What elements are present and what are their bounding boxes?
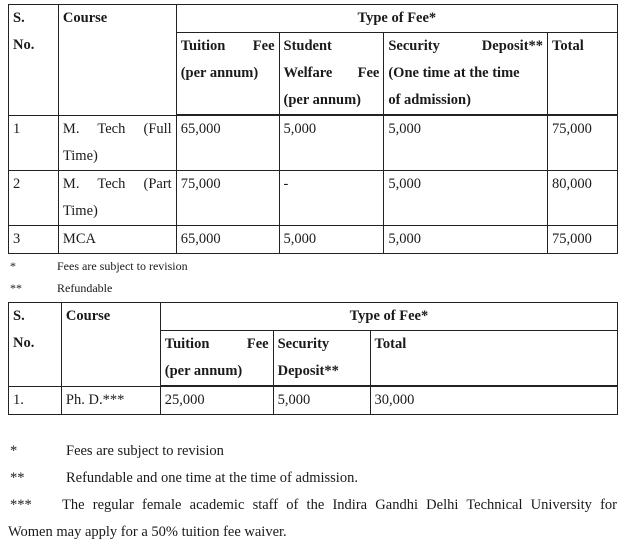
cell-course: M. Tech (Full Time) — [57, 114, 177, 171]
cell-welfare: 5,000 — [278, 114, 385, 171]
note-symbol: ** — [10, 281, 22, 295]
cell-sno: 1. — [8, 385, 62, 415]
header-total: Total — [369, 330, 619, 387]
cell-tuition: 75,000 — [175, 169, 280, 226]
cell-welfare: - — [278, 169, 385, 226]
header-tuition-fee: Tuition Fee (per annum) — [159, 330, 274, 387]
header-total: Total — [547, 32, 618, 116]
footnote-symbol: *** — [10, 497, 32, 513]
table-row: 1. Ph. D.*** 25,000 5,000 30,000 — [8, 385, 619, 415]
footnote-symbol: * — [10, 443, 18, 459]
cell-sno: 3 — [8, 224, 59, 254]
cell-security: 5,000 — [383, 169, 549, 226]
footnote-symbol: ** — [10, 470, 25, 486]
note-text: Fees are subject to revision — [57, 259, 188, 273]
note-symbol: * — [10, 259, 16, 273]
table-row: 2 M. Tech (Part Time) 75,000 - 5,000 80,… — [8, 169, 618, 226]
header-course: Course — [60, 302, 161, 387]
cell-total: 75,000 — [547, 114, 618, 171]
fee-table-mtech-mca: S. No. Course Type of Fee* Tuition Fee (p… — [8, 4, 619, 254]
note-text: Refundable — [57, 281, 113, 295]
header-type-of-fee: Type of Fee* — [175, 4, 619, 33]
cell-welfare: 5,000 — [278, 224, 385, 254]
table-row: 3 MCA 65,000 5,000 5,000 75,000 — [8, 224, 618, 254]
header-security-deposit: Security Deposit** (One time at the time… — [383, 32, 549, 116]
cell-sno: 2 — [8, 169, 59, 226]
cell-security: 5,000 — [383, 224, 549, 254]
header-sno: S. No. — [8, 4, 59, 116]
cell-sno: 1 — [8, 114, 59, 171]
footnote-text: Refundable and one time at the time of a… — [66, 470, 358, 486]
header-type-of-fee: Type of Fee* — [159, 302, 619, 331]
cell-security: 5,000 — [272, 385, 371, 415]
cell-course: M. Tech (Part Time) — [57, 169, 177, 226]
cell-course: MCA — [57, 224, 177, 254]
table-row: 1 M. Tech (Full Time) 65,000 5,000 5,000… — [8, 114, 618, 171]
cell-total: 75,000 — [547, 224, 618, 254]
header-student-welfare-fee: Student Welfare Fee (per annum) — [278, 32, 385, 116]
cell-total: 30,000 — [369, 385, 619, 415]
header-course: Course — [57, 4, 177, 116]
footnote-continuation: Women may apply for a 50% tuition fee wa… — [8, 524, 287, 540]
footnote-text: The regular female academic staff of the… — [62, 497, 617, 513]
footnote-text: Fees are subject to revision — [66, 443, 224, 459]
cell-total: 80,000 — [547, 169, 618, 226]
cell-tuition: 65,000 — [175, 224, 280, 254]
header-tuition-fee: Tuition Fee (per annum) — [175, 32, 280, 116]
cell-security: 5,000 — [383, 114, 549, 171]
header-security-deposit: Security Deposit** — [272, 330, 371, 387]
fee-table-phd: S. No. Course Type of Fee* Tuition Fee (p… — [8, 302, 619, 415]
header-sno: S. No. — [8, 302, 62, 387]
cell-tuition: 25,000 — [159, 385, 274, 415]
cell-tuition: 65,000 — [175, 114, 280, 171]
cell-course: Ph. D.*** — [60, 385, 161, 415]
